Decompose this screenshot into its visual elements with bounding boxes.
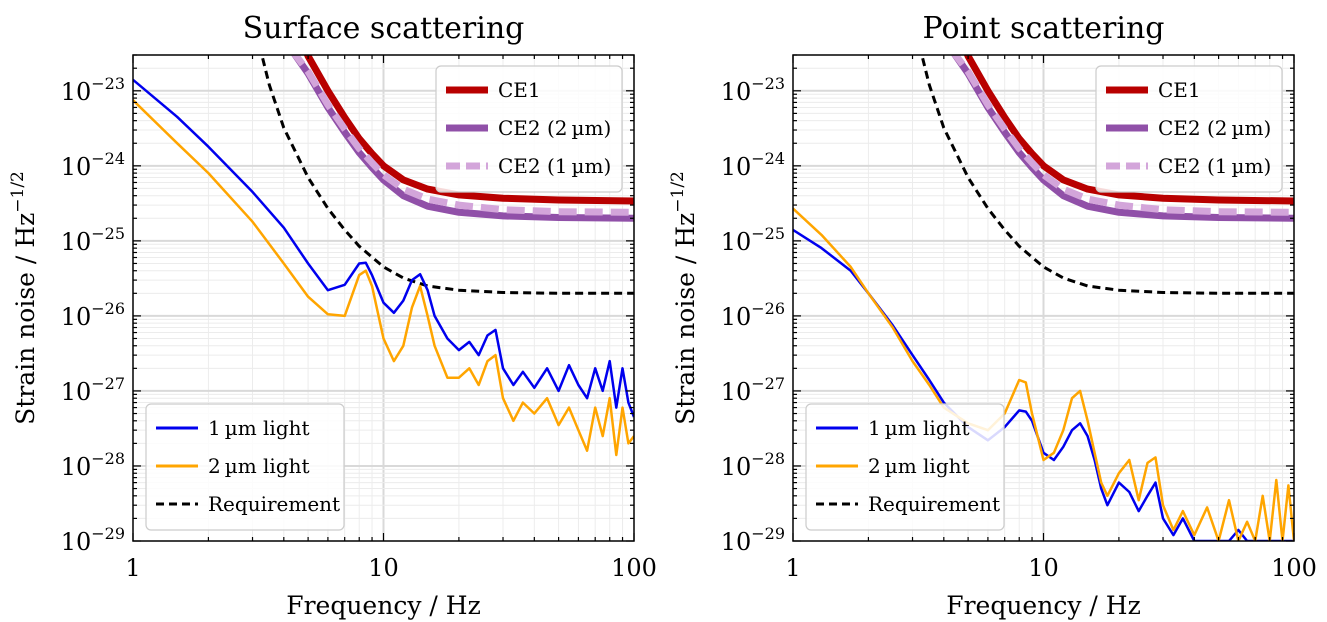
y-tick-label: 10−29	[61, 524, 125, 556]
y-tick-base: 10	[61, 228, 92, 256]
legend-label: 1 µm light	[868, 416, 970, 440]
y-tick-base: 10	[61, 78, 92, 106]
y-tick-label: 10−25	[61, 224, 125, 256]
x-tick-label: 10	[368, 554, 399, 582]
y-tick-exponent: −25	[91, 224, 125, 243]
legend-label: CE2 (2 µm)	[498, 116, 611, 140]
series-line-ce1	[303, 55, 634, 205]
series-group	[133, 55, 634, 457]
legend-label: CE2 (2 µm)	[1158, 116, 1271, 140]
y-tick-label: 10−28	[61, 449, 125, 481]
panel-surface-scattering: 1 10 10010−2310−2410−2510−2610−2710−2810−2…	[8, 11, 657, 620]
y-axis-label-main: Strain noise / Hz	[11, 213, 40, 425]
legend-label: CE1	[1158, 78, 1201, 102]
series-line-ce1	[963, 55, 1294, 205]
y-axis-label: Strain noise / Hz−1/2	[668, 171, 700, 425]
y-tick-exponent: −27	[91, 374, 125, 393]
y-tick-base: 10	[721, 228, 752, 256]
legend-label: CE2 (1 µm)	[1158, 154, 1271, 178]
legend-label: 2 µm light	[868, 454, 970, 478]
legend-lower-left: 1 µm light 2 µm light Requirement	[145, 403, 345, 531]
y-axis-label-main: Strain noise / Hz	[671, 213, 700, 425]
y-tick-base: 10	[61, 153, 92, 181]
series-line-1-m-light	[133, 78, 634, 418]
y-tick-label: 10−25	[721, 224, 785, 256]
y-tick-base: 10	[61, 528, 92, 556]
y-tick-base: 10	[721, 78, 752, 106]
series-line-ce2-1-m	[951, 55, 1294, 216]
legend-box	[805, 403, 1005, 531]
y-tick-exponent: −27	[751, 374, 785, 393]
y-tick-base: 10	[721, 453, 752, 481]
legend-label: 2 µm light	[208, 454, 310, 478]
chart-title: Surface scattering	[243, 11, 525, 46]
x-tick-label: 1	[785, 554, 800, 582]
y-tick-label: 10−27	[61, 374, 125, 406]
y-tick-exponent: −25	[751, 224, 785, 243]
legend-box	[435, 65, 623, 193]
y-tick-base: 10	[61, 378, 92, 406]
y-tick-base: 10	[61, 303, 92, 331]
legend-upper-right: CE1 CE2 (2 µm) CE2 (1 µm)	[435, 65, 623, 193]
series-line-requirement	[260, 55, 634, 295]
series-line-1-m-light	[793, 228, 1294, 541]
x-tick-label: 1	[125, 554, 140, 582]
x-tick-label: 10	[1028, 554, 1059, 582]
chart-title: Point scattering	[923, 11, 1165, 46]
x-tick-label: 100	[611, 554, 657, 582]
y-tick-base: 10	[721, 528, 752, 556]
y-tick-base: 10	[721, 303, 752, 331]
legend-box	[1095, 65, 1283, 193]
y-tick-exponent: −28	[91, 449, 125, 468]
y-tick-base: 10	[721, 153, 752, 181]
y-tick-exponent: −29	[751, 524, 785, 543]
y-tick-label: 10−26	[721, 299, 785, 331]
series-line-requirement	[920, 55, 1294, 295]
y-tick-exponent: −28	[751, 449, 785, 468]
y-tick-base: 10	[721, 378, 752, 406]
y-axis-label: Strain noise / Hz−1/2	[8, 171, 40, 425]
y-tick-exponent: −26	[91, 299, 125, 318]
y-tick-exponent: −24	[751, 149, 785, 168]
y-tick-label: 10−23	[61, 74, 125, 106]
y-tick-label: 10−24	[61, 149, 125, 181]
y-axis-label-exponent: −1/2	[668, 171, 688, 213]
legend-label: Requirement	[868, 492, 1000, 516]
y-tick-exponent: −24	[91, 149, 125, 168]
y-tick-exponent: −23	[91, 74, 125, 93]
x-axis-label: Frequency / Hz	[286, 591, 481, 620]
x-axis-label: Frequency / Hz	[946, 591, 1141, 620]
y-tick-label: 10−29	[721, 524, 785, 556]
legend-label: 1 µm light	[208, 416, 310, 440]
y-tick-label: 10−23	[721, 74, 785, 106]
series-group	[793, 55, 1294, 541]
y-tick-exponent: −23	[751, 74, 785, 93]
legend-label: Requirement	[208, 492, 340, 516]
x-tick-label: 100	[1271, 554, 1317, 582]
y-tick-label: 10−24	[721, 149, 785, 181]
series-line-ce2-1-m	[291, 55, 634, 216]
y-tick-base: 10	[61, 453, 92, 481]
legend-label: CE2 (1 µm)	[498, 154, 611, 178]
y-axis-label-exponent: −1/2	[8, 171, 28, 213]
legend-label: CE1	[498, 78, 541, 102]
y-tick-label: 10−27	[721, 374, 785, 406]
series-line-2-m-light	[133, 99, 634, 457]
y-tick-exponent: −29	[91, 524, 125, 543]
legend-lower-left: 1 µm light 2 µm light Requirement	[805, 403, 1005, 531]
y-tick-exponent: −26	[751, 299, 785, 318]
panel-point-scattering: 1 10 10010−2310−2410−2510−2610−2710−2810−2…	[668, 11, 1317, 620]
y-tick-label: 10−28	[721, 449, 785, 481]
y-tick-label: 10−26	[61, 299, 125, 331]
legend-box	[145, 403, 345, 531]
legend-upper-right: CE1 CE2 (2 µm) CE2 (1 µm)	[1095, 65, 1283, 193]
